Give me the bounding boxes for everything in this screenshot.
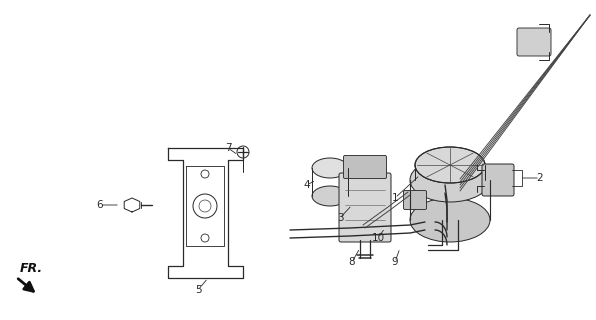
Text: 5: 5: [195, 285, 201, 295]
FancyBboxPatch shape: [517, 28, 551, 56]
Text: 6: 6: [97, 200, 103, 210]
Text: 1: 1: [392, 193, 398, 203]
Text: 2: 2: [536, 173, 544, 183]
Text: 8: 8: [349, 257, 355, 267]
Text: FR.: FR.: [20, 262, 43, 275]
Ellipse shape: [312, 158, 348, 178]
Text: 9: 9: [392, 257, 398, 267]
FancyBboxPatch shape: [482, 164, 514, 196]
Text: 10: 10: [371, 233, 384, 243]
FancyBboxPatch shape: [339, 173, 391, 242]
Text: 4: 4: [304, 180, 311, 190]
Text: 7: 7: [225, 143, 231, 153]
FancyBboxPatch shape: [403, 190, 427, 210]
Text: 3: 3: [337, 213, 343, 223]
Ellipse shape: [410, 158, 490, 202]
Ellipse shape: [410, 198, 490, 242]
Ellipse shape: [312, 186, 348, 206]
FancyBboxPatch shape: [343, 156, 386, 179]
Ellipse shape: [415, 147, 485, 183]
